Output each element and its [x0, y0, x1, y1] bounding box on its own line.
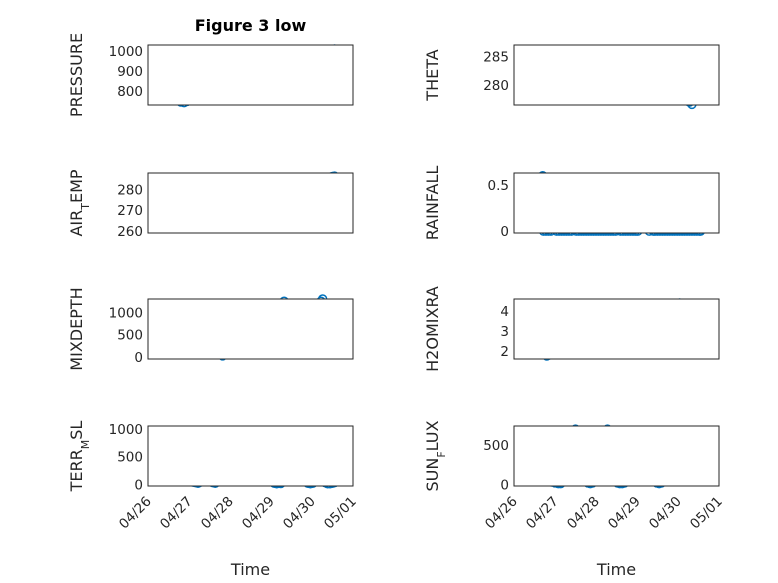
y-tick-label: 280	[117, 183, 143, 199]
y-tick-label: 1000	[109, 44, 143, 60]
y-tick-label: 285	[483, 49, 509, 65]
y-tick-label: 500	[117, 450, 143, 466]
axes-frame	[147, 298, 354, 360]
y-tick-label: 260	[117, 224, 143, 240]
y-axis-label: TERRMSL	[67, 421, 92, 493]
y-tick-label: 4	[500, 304, 509, 320]
subplot-mixdepth: 0 500 1000 MIXDEPTH	[67, 287, 354, 371]
y-axis-label: RAINFALL	[423, 166, 442, 241]
x-tick-label: 05/01	[687, 494, 726, 533]
figure-title: Figure 3 low	[195, 16, 307, 35]
y-tick-label: 800	[117, 84, 143, 100]
axes-frame	[147, 425, 354, 487]
axes-frame	[513, 425, 720, 487]
subplot-pressure: 800 900 1000 PRESSURE Figure 3 low	[67, 16, 354, 117]
x-tick-label: 04/28	[564, 494, 603, 533]
y-tick-label: 270	[117, 203, 143, 219]
y-tick-label: 1000	[109, 422, 143, 438]
y-tick-label: 2	[500, 344, 509, 360]
x-tick-label: 04/27	[157, 494, 196, 533]
axes-frame	[513, 44, 720, 106]
subplot-terr-msl: 0 500 1000 TERRMSL 04/26 04/27 04/28 04/29 04/30…	[67, 421, 360, 579]
y-tick-label: 500	[117, 328, 143, 344]
x-tick-label: 05/01	[321, 494, 360, 533]
y-axis-label: AIRTEMP	[67, 169, 92, 236]
subplot-rainfall: 0 0.5 RAINFALL	[423, 166, 720, 241]
y-tick-label: 3	[500, 324, 509, 340]
y-axis-label: H2OMIXRA	[423, 286, 442, 372]
x-tick-label: 04/26	[482, 494, 521, 533]
subplot-air-temp: 260 270 280 AIRTEMP	[67, 169, 354, 240]
x-tick-label: 04/29	[605, 494, 644, 533]
x-tick-label: 04/27	[523, 494, 562, 533]
y-axis-label: MIXDEPTH	[67, 287, 86, 370]
x-tick-label: 04/29	[239, 494, 278, 533]
x-tick-label: 04/28	[198, 494, 237, 533]
x-axis-label: Time	[596, 560, 636, 579]
axes-frame	[147, 172, 354, 234]
subplot-h2omixra: 2 3 4 H2OMIXRA	[423, 286, 720, 372]
axes-frame	[147, 44, 354, 106]
y-tick-label: 900	[117, 64, 143, 80]
y-tick-label: 0	[500, 224, 509, 240]
y-tick-label: 0.5	[488, 178, 509, 194]
axes-frame	[513, 298, 720, 360]
x-axis-label: Time	[230, 560, 270, 579]
x-tick-label: 04/30	[280, 494, 319, 533]
subplot-theta: 280 285 THETA	[423, 44, 720, 110]
y-tick-label: 1000	[109, 305, 143, 321]
axes-frame	[513, 172, 720, 234]
y-axis-label: THETA	[423, 49, 442, 101]
y-axis-label: SUNFLUX	[423, 420, 448, 491]
y-tick-label: 0	[134, 350, 143, 366]
y-tick-label: 280	[483, 78, 509, 94]
subplot-sun-flux: 0 500 SUNFLUX 04/26 04/27 04/28 04/29 04/30 05/0…	[423, 420, 726, 579]
x-tick-label: 04/26	[116, 494, 155, 533]
y-axis-label: PRESSURE	[67, 33, 86, 117]
x-tick-label: 04/30	[646, 494, 685, 533]
y-tick-label: 0	[500, 477, 509, 493]
y-tick-label: 500	[483, 438, 509, 454]
y-tick-label: 0	[134, 477, 143, 493]
